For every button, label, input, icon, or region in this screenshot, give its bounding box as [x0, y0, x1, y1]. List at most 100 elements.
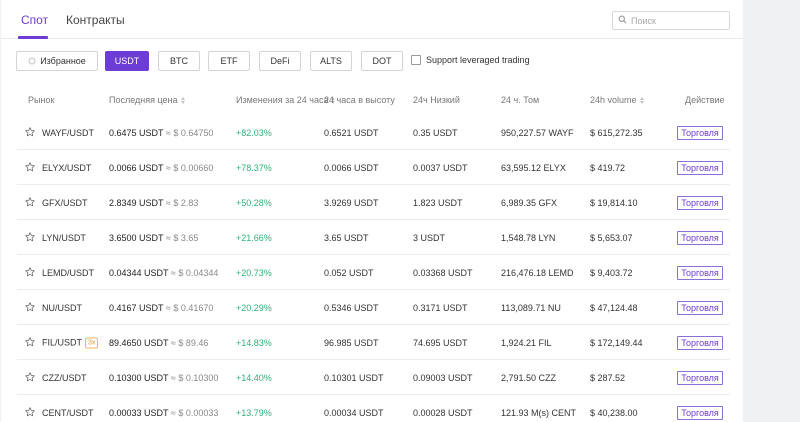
star-icon[interactable]: [25, 194, 35, 212]
column-volume-usd[interactable]: 24h volume: [590, 95, 644, 105]
column-change[interactable]: Изменения за 24 часа: [236, 95, 336, 105]
last-price: 3.6500 USDT ≈ $ 3.65: [109, 232, 199, 243]
volume-usd: $ 172,149.44: [590, 337, 643, 348]
active-tab-indicator: [18, 36, 48, 39]
volume-usd: $ 19,814.10: [590, 197, 638, 208]
volume-coin: 1,548.78 LYN: [501, 232, 556, 243]
markets-panel: Спот Контракты Избранное USDT BTC ETF De…: [1, 0, 743, 422]
leveraged-checkbox[interactable]: [411, 55, 421, 65]
star-icon[interactable]: [25, 369, 35, 387]
star-icon[interactable]: [25, 264, 35, 282]
high-24h: 0.052 USDT: [324, 267, 374, 278]
low-24h: 3 USDT: [413, 232, 446, 243]
filter-alts[interactable]: ALTS: [310, 51, 352, 71]
trade-button[interactable]: Торговля: [677, 160, 723, 175]
table-row[interactable]: CENT/USDT 0.00033 USDT ≈ $ 0.00033 +13.79%…: [1, 395, 743, 422]
table-row[interactable]: NU/USDT 0.4167 USDT ≈ $ 0.41670 +20.29% 0.5…: [1, 290, 743, 325]
star-icon[interactable]: [25, 334, 35, 352]
trade-button[interactable]: Торговля: [677, 265, 723, 280]
volume-usd: $ 47,124.48: [590, 302, 638, 313]
star-icon[interactable]: [25, 229, 35, 247]
sort-icon: [639, 96, 644, 104]
table-row[interactable]: FIL/USDT 3x 89.4650 USDT ≈ $ 89.46 +14.83% 9…: [1, 325, 743, 360]
table-row[interactable]: GFX/USDT 2.8349 USDT ≈ $ 2.83 +50.28% 3.926…: [1, 185, 743, 220]
last-price: 0.4167 USDT ≈ $ 0.41670: [109, 302, 214, 313]
sort-icon: [180, 96, 185, 104]
change-24h: +50.28%: [236, 197, 272, 208]
trade-button[interactable]: Торговля: [677, 300, 723, 315]
filter-label: BTC: [170, 56, 188, 66]
table-row[interactable]: ELYX/USDT 0.0066 USDT ≈ $ 0.00660 +78.37% 0…: [1, 150, 743, 185]
filter-defi[interactable]: DeFi: [259, 51, 301, 71]
high-24h: 0.10301 USDT: [324, 372, 384, 383]
table-row[interactable]: WAYF/USDT 0.6475 USDT ≈ $ 0.64750 +82.03% 0…: [1, 115, 743, 150]
market-pair: FIL/USDT 3x: [42, 337, 99, 348]
star-icon: [28, 57, 36, 65]
trade-button[interactable]: Торговля: [677, 230, 723, 245]
filter-btc[interactable]: BTC: [158, 51, 200, 71]
leveraged-toggle[interactable]: Support leveraged trading: [411, 55, 530, 65]
star-icon[interactable]: [25, 124, 35, 142]
change-24h: +20.73%: [236, 267, 272, 278]
column-low: 24ч Низкий: [413, 95, 460, 105]
volume-usd: $ 5,653.07: [590, 232, 633, 243]
high-24h: 0.0066 USDT: [324, 162, 379, 173]
high-24h: 0.6521 USDT: [324, 127, 379, 138]
column-high: 24 часа в высоту: [324, 95, 395, 105]
volume-coin: 2,791.50 CZZ: [501, 372, 557, 383]
market-pair: CENT/USDT: [42, 407, 94, 418]
volume-coin: 950,227.57 WAYF: [501, 127, 574, 138]
high-24h: 0.5346 USDT: [324, 302, 379, 313]
leverage-badge: 3x: [85, 337, 99, 348]
volume-usd: $ 419.72: [590, 162, 626, 173]
change-24h: +78.37%: [236, 162, 272, 173]
filter-favorites[interactable]: Избранное: [16, 51, 98, 71]
trade-button[interactable]: Торговля: [677, 335, 723, 350]
star-icon[interactable]: [25, 404, 35, 422]
market-pair: LYN/USDT: [42, 232, 86, 243]
trade-button[interactable]: Торговля: [677, 195, 723, 210]
row-divider: [17, 149, 730, 150]
last-price: 0.6475 USDT ≈ $ 0.64750: [109, 127, 214, 138]
market-pair: WAYF/USDT: [42, 127, 94, 138]
low-24h: 0.03368 USDT: [413, 267, 473, 278]
search-box[interactable]: [612, 11, 730, 30]
trade-button[interactable]: Торговля: [677, 370, 723, 385]
low-24h: 74.695 USDT: [413, 337, 468, 348]
high-24h: 0.00034 USDT: [324, 407, 384, 418]
search-icon: [618, 15, 627, 24]
star-icon[interactable]: [25, 159, 35, 177]
star-icon[interactable]: [25, 299, 35, 317]
market-pair: ELYX/USDT: [42, 162, 92, 173]
change-24h: +14.40%: [236, 372, 272, 383]
last-price: 0.00033 USDT ≈ $ 0.00033: [109, 407, 219, 418]
trade-button[interactable]: Торговля: [677, 405, 723, 420]
last-price: 0.04344 USDT ≈ $ 0.04344: [109, 267, 219, 278]
market-pair: CZZ/USDT: [42, 372, 87, 383]
row-divider: [17, 289, 730, 290]
row-divider: [17, 324, 730, 325]
table-row[interactable]: LYN/USDT 3.6500 USDT ≈ $ 3.65 +21.66% 3.65 …: [1, 220, 743, 255]
filter-etf[interactable]: ETF: [208, 51, 250, 71]
filter-label: Избранное: [40, 56, 86, 66]
filter-label: ETF: [220, 56, 238, 66]
volume-coin: 1,924.21 FIL: [501, 337, 552, 348]
row-divider: [17, 219, 730, 220]
tab-spot[interactable]: Спот: [21, 13, 49, 27]
column-last-price[interactable]: Последняя цена: [109, 95, 185, 105]
table-row[interactable]: LEMD/USDT 0.04344 USDT ≈ $ 0.04344 +20.73%…: [1, 255, 743, 290]
table-row[interactable]: CZZ/USDT 0.10300 USDT ≈ $ 0.10300 +14.40% 0…: [1, 360, 743, 395]
volume-usd: $ 9,403.72: [590, 267, 633, 278]
volume-coin: 63,595.12 ELYX: [501, 162, 566, 173]
column-action: Действие: [685, 95, 725, 105]
leveraged-label: Support leveraged trading: [426, 55, 530, 65]
search-input[interactable]: [631, 13, 727, 28]
low-24h: 0.0037 USDT: [413, 162, 468, 173]
last-price: 0.10300 USDT ≈ $ 0.10300: [109, 372, 219, 383]
tab-contracts[interactable]: Контракты: [66, 13, 125, 27]
change-24h: +20.29%: [236, 302, 272, 313]
filter-dot[interactable]: DOT: [361, 51, 403, 71]
trade-button[interactable]: Торговля: [677, 125, 723, 140]
sort-icon: [331, 96, 336, 104]
filter-usdt[interactable]: USDT: [105, 51, 149, 71]
